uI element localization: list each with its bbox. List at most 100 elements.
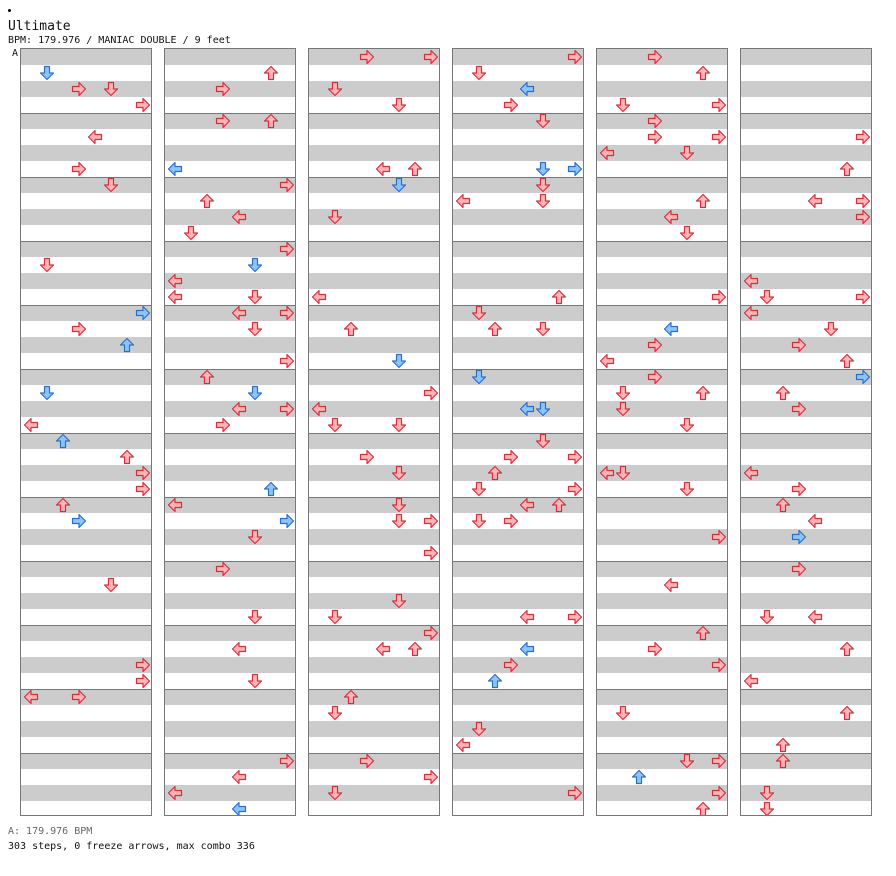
right-arrow-icon [279, 401, 295, 417]
left-arrow-icon [599, 353, 615, 369]
measure-line [453, 177, 583, 178]
measure-line [309, 561, 439, 562]
right-arrow-icon [647, 129, 663, 145]
up-arrow-icon [775, 737, 791, 753]
right-arrow-icon [423, 625, 439, 641]
right-arrow-icon [711, 753, 727, 769]
measure-line [741, 497, 871, 498]
left-arrow-icon [375, 161, 391, 177]
right-arrow-icon [359, 449, 375, 465]
down-arrow-icon [535, 401, 551, 417]
up-arrow-icon [775, 385, 791, 401]
right-arrow-icon [279, 753, 295, 769]
right-arrow-icon [855, 193, 871, 209]
right-arrow-icon [503, 449, 519, 465]
measure-line [597, 753, 727, 754]
measure-line [309, 497, 439, 498]
down-arrow-icon [615, 97, 631, 113]
down-arrow-icon [391, 417, 407, 433]
right-arrow-icon [279, 305, 295, 321]
measure-line [453, 625, 583, 626]
down-arrow-icon [679, 225, 695, 241]
down-arrow-icon [39, 385, 55, 401]
down-arrow-icon [391, 497, 407, 513]
measure-line [165, 305, 295, 306]
left-arrow-icon [311, 289, 327, 305]
right-arrow-icon [567, 785, 583, 801]
measure-line [21, 625, 151, 626]
left-arrow-icon [519, 609, 535, 625]
down-arrow-icon [615, 705, 631, 721]
right-arrow-icon [135, 481, 151, 497]
right-arrow-icon [791, 337, 807, 353]
measure-line [741, 369, 871, 370]
left-arrow-icon [167, 785, 183, 801]
measure-line [309, 625, 439, 626]
right-arrow-icon [215, 417, 231, 433]
right-arrow-icon [135, 97, 151, 113]
left-arrow-icon [663, 209, 679, 225]
right-arrow-icon [711, 289, 727, 305]
chart-column-6 [740, 48, 872, 816]
up-arrow-icon [55, 433, 71, 449]
left-arrow-icon [455, 737, 471, 753]
measure-line [597, 625, 727, 626]
left-arrow-icon [663, 321, 679, 337]
right-arrow-icon [423, 49, 439, 65]
measure-line [21, 497, 151, 498]
down-arrow-icon [679, 417, 695, 433]
down-arrow-icon [247, 609, 263, 625]
measure-line [309, 241, 439, 242]
down-arrow-icon [391, 177, 407, 193]
down-arrow-icon [103, 177, 119, 193]
up-arrow-icon [343, 689, 359, 705]
down-arrow-icon [391, 97, 407, 113]
left-arrow-icon [167, 161, 183, 177]
down-arrow-icon [759, 785, 775, 801]
up-arrow-icon [551, 289, 567, 305]
down-arrow-icon [679, 481, 695, 497]
up-arrow-icon [551, 497, 567, 513]
up-arrow-icon [263, 65, 279, 81]
measure-line [453, 113, 583, 114]
right-arrow-icon [647, 641, 663, 657]
down-arrow-icon [247, 289, 263, 305]
left-arrow-icon [455, 193, 471, 209]
right-arrow-icon [791, 529, 807, 545]
down-arrow-icon [823, 321, 839, 337]
measure-line [165, 625, 295, 626]
down-arrow-icon [327, 209, 343, 225]
down-arrow-icon [391, 593, 407, 609]
down-arrow-icon [615, 385, 631, 401]
down-arrow-icon [391, 465, 407, 481]
left-arrow-icon [231, 401, 247, 417]
measure-line [309, 113, 439, 114]
down-arrow-icon [391, 353, 407, 369]
right-arrow-icon [71, 513, 87, 529]
measure-line [165, 369, 295, 370]
down-arrow-icon [535, 177, 551, 193]
right-arrow-icon [503, 657, 519, 673]
right-arrow-icon [423, 545, 439, 561]
left-arrow-icon [743, 673, 759, 689]
measure-line [165, 497, 295, 498]
measure-line [165, 561, 295, 562]
measure-line [453, 753, 583, 754]
measure-line [741, 561, 871, 562]
measure-line [21, 369, 151, 370]
up-arrow-icon [55, 497, 71, 513]
down-arrow-icon [759, 289, 775, 305]
measure-line [597, 305, 727, 306]
left-arrow-icon [743, 465, 759, 481]
up-arrow-icon [119, 449, 135, 465]
left-arrow-icon [231, 305, 247, 321]
right-arrow-icon [855, 209, 871, 225]
measure-line [597, 241, 727, 242]
measure-line [21, 241, 151, 242]
measure-line [21, 113, 151, 114]
chart-column-1 [20, 48, 152, 816]
up-arrow-icon [775, 753, 791, 769]
left-arrow-icon [23, 689, 39, 705]
right-arrow-icon [215, 561, 231, 577]
bpm-note: A: 179.976 BPM [8, 826, 93, 837]
